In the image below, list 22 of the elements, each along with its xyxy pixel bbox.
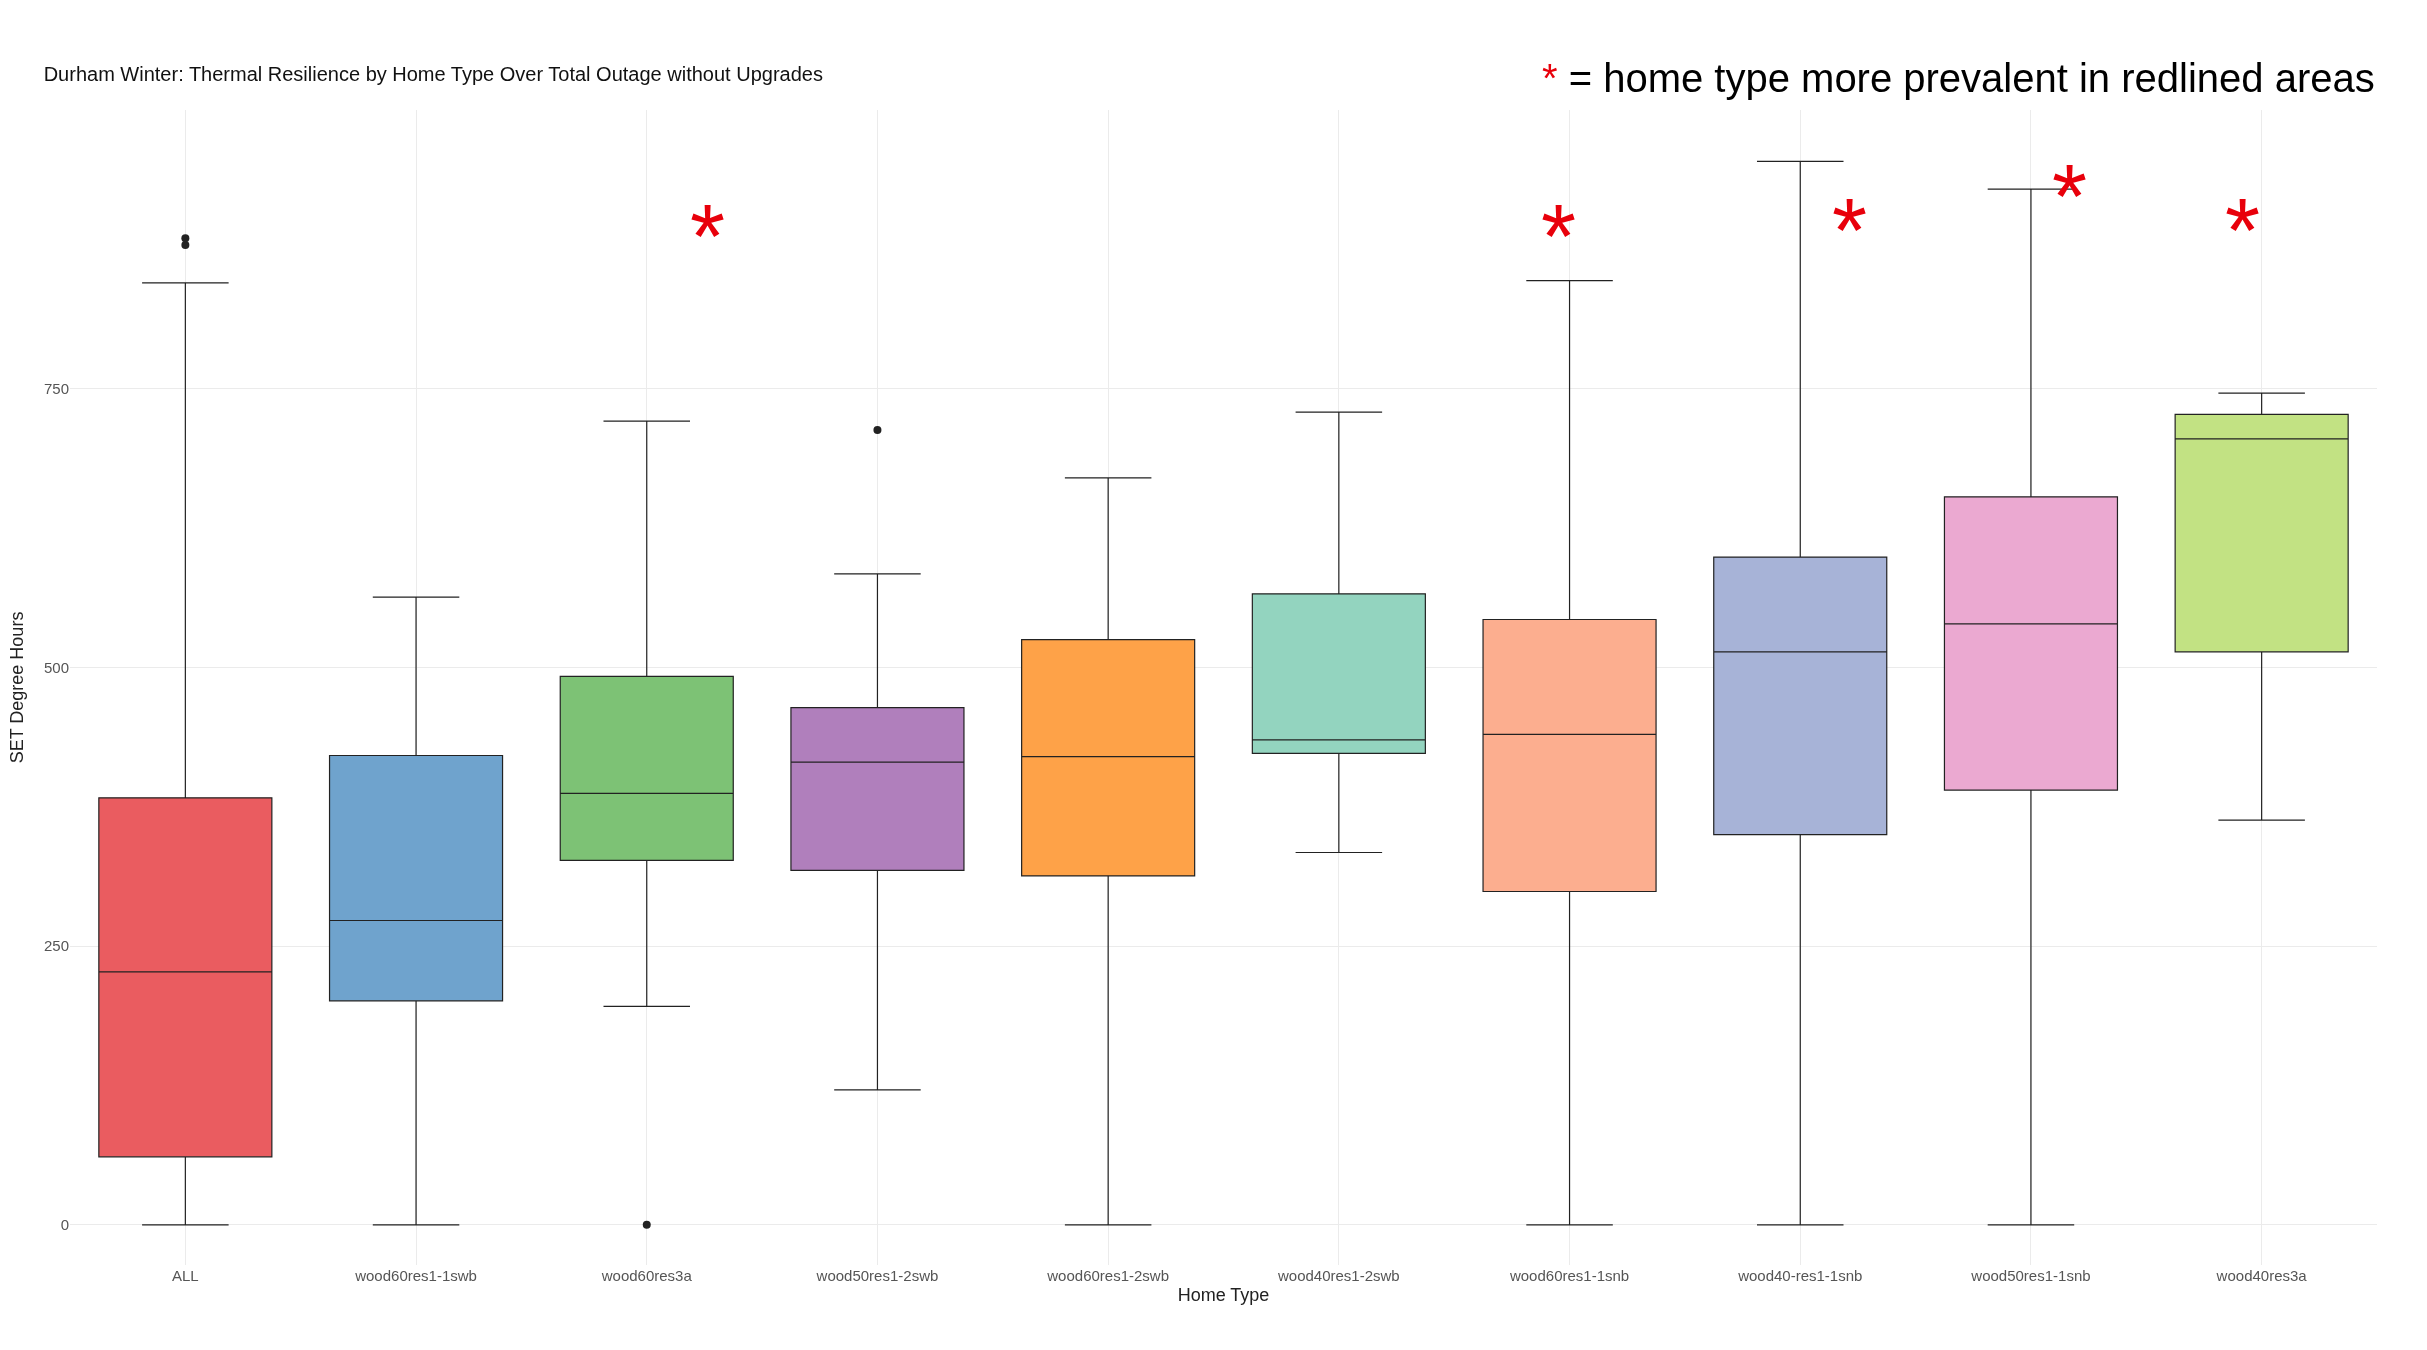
x-tick-label: wood60res1-2swb <box>1046 1267 1170 1284</box>
text: * = home type more prevalent in redlined areas <box>1542 56 2375 100</box>
x-tick-label: wood40res1-2swb <box>1276 1267 1400 1284</box>
y-tick-label: 500 <box>43 658 69 676</box>
x-tick-label: wood40res3a <box>2215 1267 2308 1284</box>
annotation: * <box>1832 181 1868 281</box>
y-tick-label: 750 <box>43 379 69 397</box>
annotation: * <box>1541 187 1577 287</box>
annotation: * <box>690 187 726 287</box>
x-tick-label: wood60res3a <box>600 1267 693 1284</box>
x-tick-label: ALL <box>172 1267 199 1284</box>
y-axis-title: SET Degree Hours <box>7 611 28 764</box>
chart-title: Durham Winter: Thermal Resilience by Home Type Over Total Outage without Upgrades <box>43 63 823 86</box>
x-tick-label: wood60res1-1snb <box>1508 1267 1630 1284</box>
x-axis-title: Home Type <box>1177 1285 1270 1306</box>
x-tick-label: wood60res1-1swb <box>354 1267 477 1284</box>
y-tick-label: 250 <box>43 937 69 955</box>
y-tick-label: 0 <box>60 1216 69 1234</box>
x-tick-label: wood50res1-2swb <box>815 1267 939 1284</box>
x-tick-label: wood40-res1-1snb <box>1737 1267 1863 1284</box>
annotation: * <box>2225 181 2261 281</box>
x-tick-label: wood50res1-1snb <box>1970 1267 2091 1284</box>
